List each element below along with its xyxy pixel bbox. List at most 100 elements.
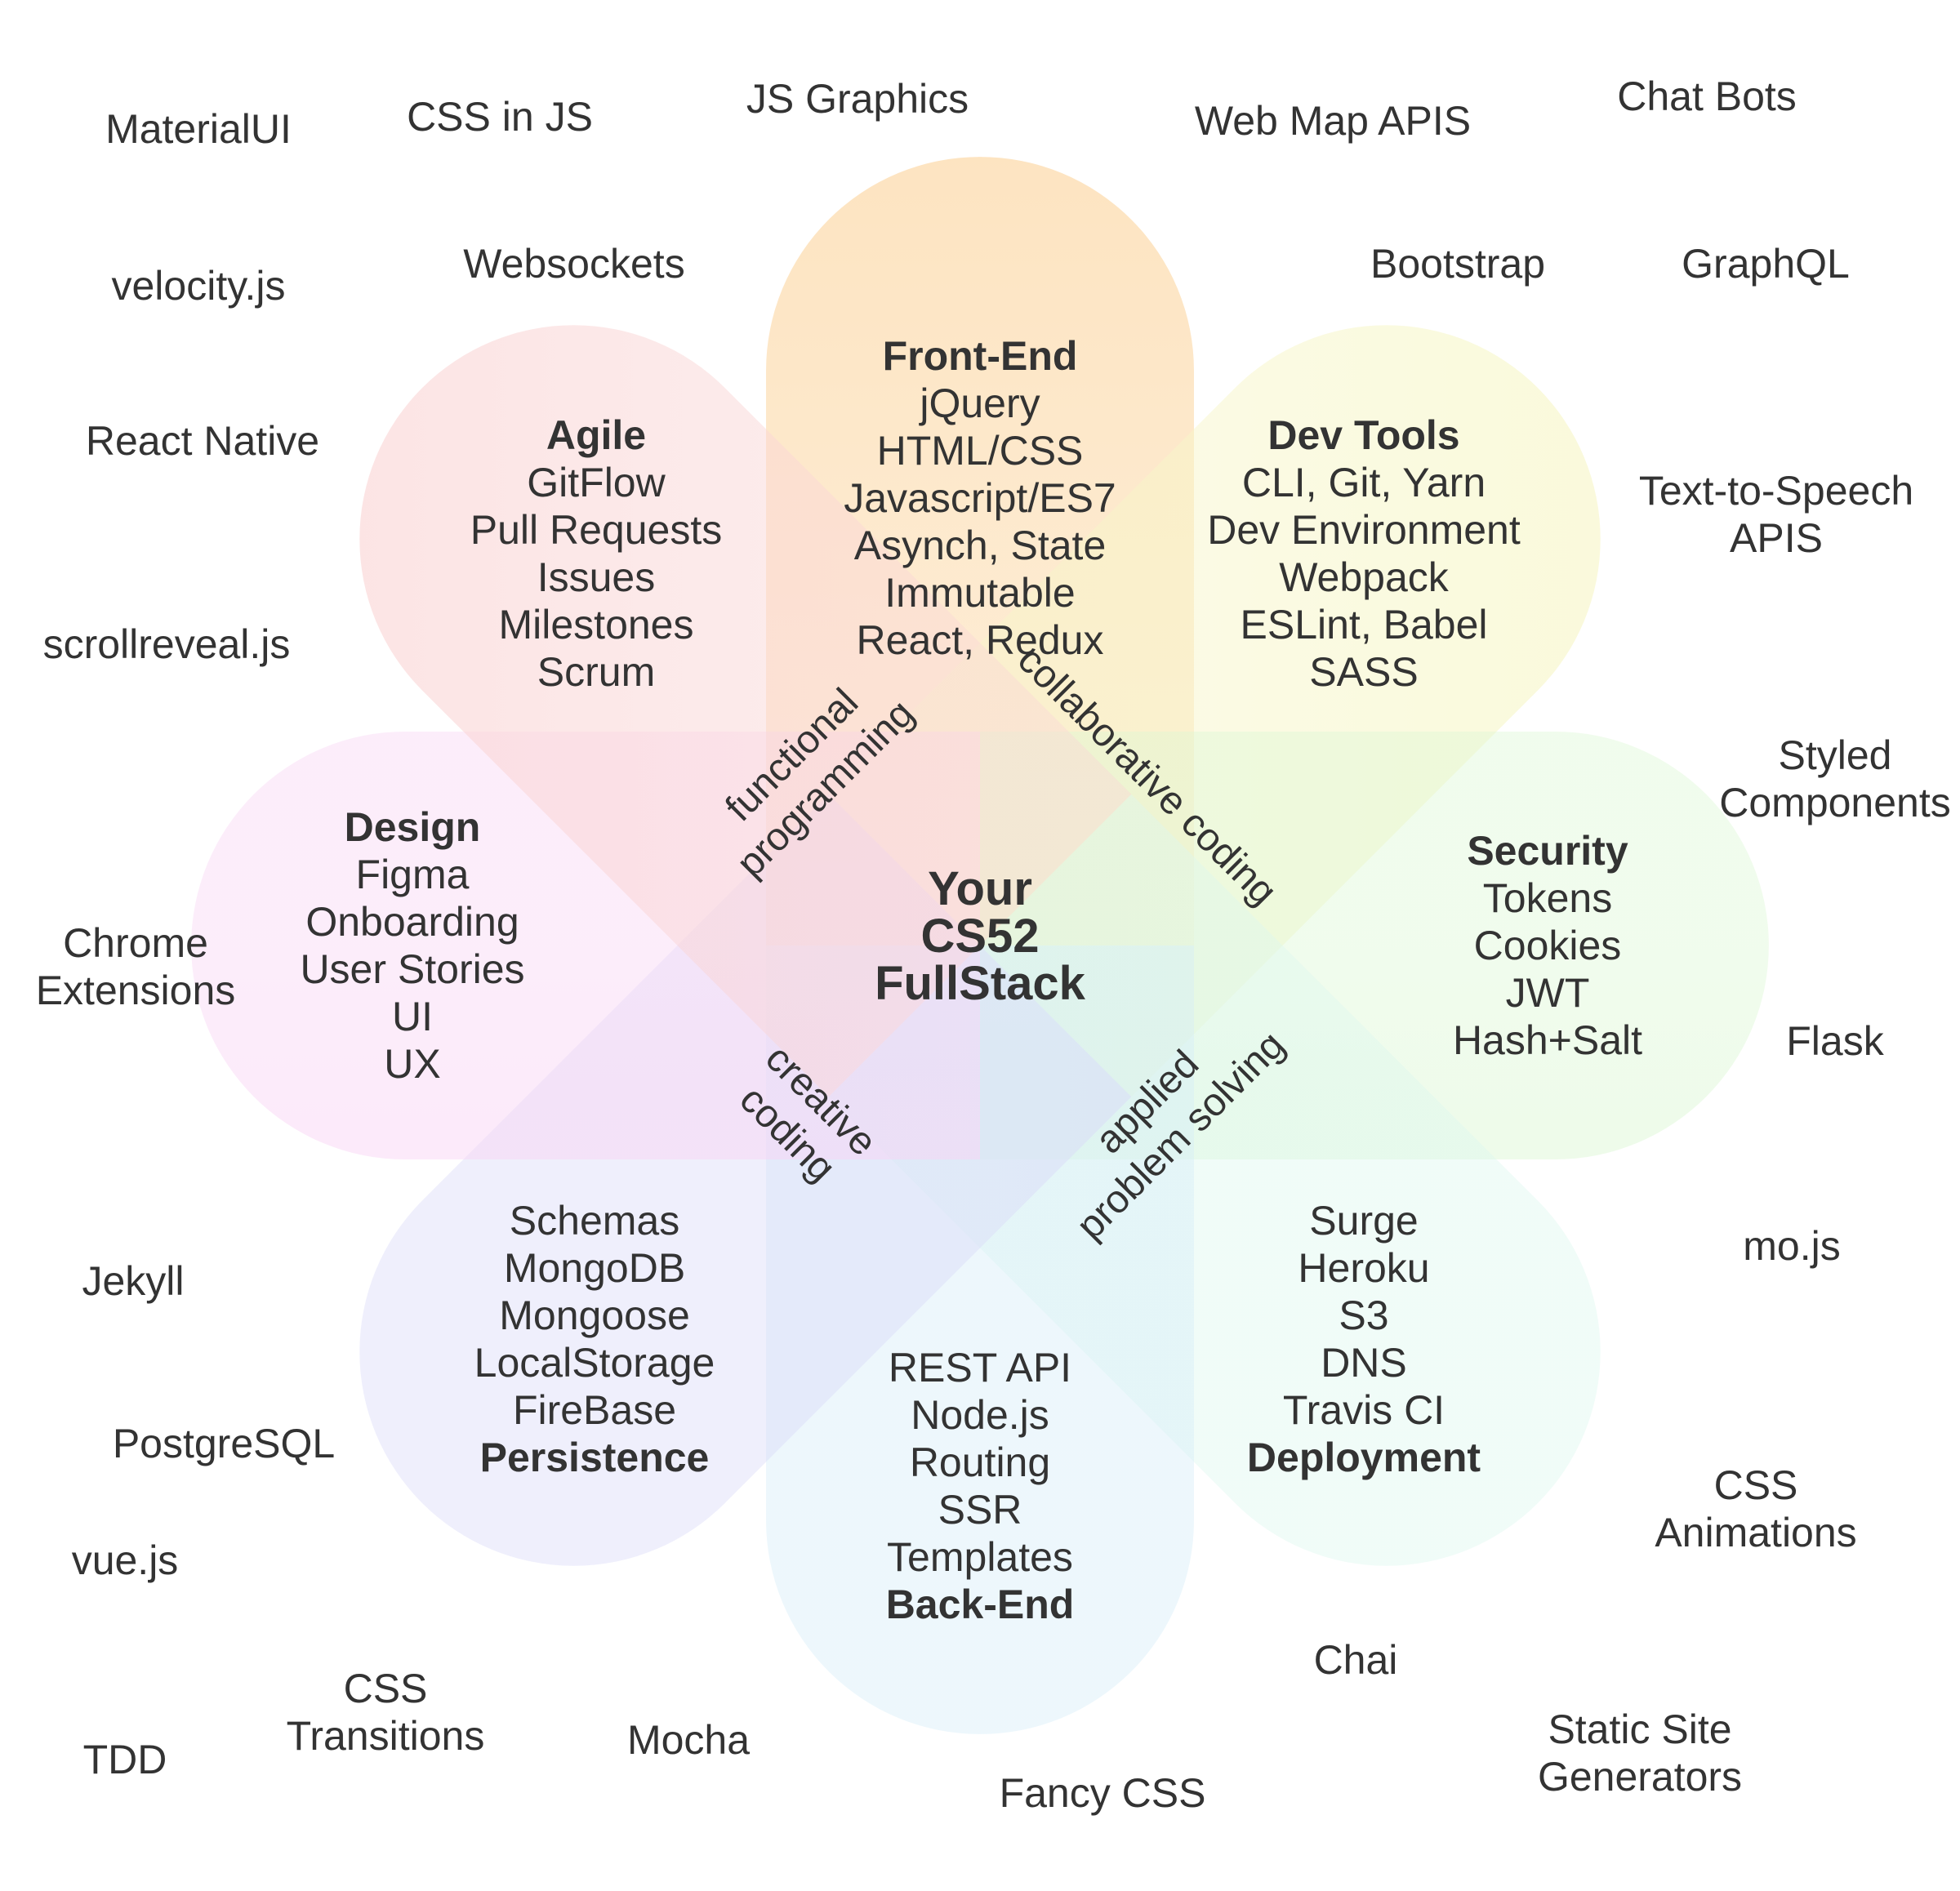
- topic-scrollreveal-js-line: scrollreveal.js: [43, 621, 291, 667]
- back-end-item: Node.js: [911, 1392, 1049, 1438]
- topic-web-map-apis-line: Web Map APIS: [1195, 98, 1471, 144]
- agile-item: Pull Requests: [470, 507, 723, 553]
- topic-fancy-css-line: Fancy CSS: [1000, 1770, 1206, 1816]
- topic-velocity-js: velocity.js: [111, 263, 285, 309]
- topic-velocity-js-line: velocity.js: [111, 263, 285, 309]
- petal-agile: [359, 325, 1132, 1097]
- persistence-title: Persistence: [480, 1435, 710, 1480]
- topic-css-animations: CSS Animations: [1655, 1462, 1856, 1555]
- topic-postgresql: PostgreSQL: [113, 1421, 335, 1466]
- persistence-item: FireBase: [513, 1387, 676, 1433]
- design-item: UX: [384, 1041, 440, 1087]
- center-title-line: Your: [928, 862, 1032, 915]
- topic-web-map-apis: Web Map APIS: [1195, 98, 1471, 144]
- topic-websockets-line: Websockets: [463, 241, 684, 287]
- back-end-item: SSR: [938, 1487, 1022, 1533]
- topic-materialui: MaterialUI: [105, 106, 292, 152]
- deployment-title: Deployment: [1247, 1435, 1481, 1480]
- topic-chat-bots-line: Chat Bots: [1617, 73, 1797, 119]
- persistence-item: MongoDB: [504, 1245, 685, 1291]
- petal-persistence-labels: SchemasMongoDBMongooseLocalStorageFireBa…: [474, 1198, 715, 1480]
- topic-styled-components-line: Styled: [1779, 732, 1892, 778]
- front-end-item: Javascript/ES7: [844, 475, 1116, 521]
- dev-tools-item: Dev Environment: [1207, 507, 1521, 553]
- dev-tools-item: ESLint, Babel: [1241, 602, 1488, 647]
- security-item: Cookies: [1474, 923, 1622, 968]
- topic-js-graphics: JS Graphics: [746, 76, 969, 122]
- front-end-title: Front-End: [883, 333, 1078, 379]
- deployment-item: DNS: [1321, 1340, 1407, 1386]
- design-item: Onboarding: [305, 899, 519, 945]
- topic-graphql-line: GraphQL: [1682, 241, 1850, 287]
- design-item: Figma: [356, 852, 470, 897]
- design-title: Design: [345, 804, 481, 850]
- back-end-item: Routing: [910, 1439, 1050, 1485]
- topic-flask: Flask: [1786, 1018, 1884, 1064]
- petal-layer: [191, 157, 1769, 1734]
- topic-css-transitions-line: Transitions: [287, 1713, 485, 1759]
- persistence-item: Mongoose: [499, 1293, 690, 1338]
- topic-fancy-css: Fancy CSS: [1000, 1770, 1206, 1816]
- deployment-item: Travis CI: [1283, 1387, 1445, 1433]
- topic-flask-line: Flask: [1786, 1018, 1884, 1064]
- topic-bootstrap-line: Bootstrap: [1370, 241, 1545, 287]
- petal-front-end-labels: Front-EndjQueryHTML/CSSJavascript/ES7Asy…: [844, 333, 1116, 663]
- deployment-item: Surge: [1309, 1198, 1418, 1244]
- topic-tdd: TDD: [83, 1737, 167, 1782]
- topic-text-to-speech-apis-line: APIS: [1730, 515, 1823, 561]
- topic-css-animations-line: CSS: [1714, 1462, 1798, 1508]
- topic-styled-components-line: Components: [1719, 780, 1951, 825]
- topic-js-graphics-line: JS Graphics: [746, 76, 969, 122]
- topic-scrollreveal-js: scrollreveal.js: [43, 621, 291, 667]
- security-item: Hash+Salt: [1453, 1017, 1642, 1063]
- front-end-item: HTML/CSS: [877, 428, 1084, 474]
- front-end-item: Immutable: [884, 570, 1075, 616]
- topic-static-site-generators-line: Static Site: [1548, 1706, 1731, 1752]
- topic-css-transitions: CSS Transitions: [287, 1666, 485, 1759]
- topic-postgresql-line: PostgreSQL: [113, 1421, 335, 1466]
- front-end-item: Asynch, State: [854, 523, 1107, 568]
- agile-item: Milestones: [499, 602, 694, 647]
- dev-tools-item: CLI, Git, Yarn: [1242, 460, 1486, 505]
- topic-chrome-extensions-line: Chrome: [63, 920, 208, 966]
- dev-tools-title: Dev Tools: [1267, 412, 1459, 458]
- front-end-item: React, Redux: [857, 617, 1104, 663]
- agile-title: Agile: [546, 412, 646, 458]
- topic-text-to-speech-apis: Text-to-Speech APIS: [1639, 468, 1913, 561]
- topic-react-native: React Native: [86, 418, 319, 464]
- design-item: UI: [392, 994, 433, 1039]
- topic-mo-js: mo.js: [1743, 1223, 1840, 1269]
- security-title: Security: [1467, 828, 1628, 874]
- back-end-item: Templates: [887, 1534, 1073, 1580]
- topic-bootstrap: Bootstrap: [1370, 241, 1545, 287]
- topic-websockets: Websockets: [463, 241, 684, 287]
- security-item: Tokens: [1483, 875, 1612, 921]
- front-end-item: jQuery: [918, 380, 1040, 426]
- dev-tools-item: Webpack: [1279, 554, 1450, 600]
- topic-react-native-line: React Native: [86, 418, 319, 464]
- topic-vue-js: vue.js: [72, 1537, 179, 1583]
- agile-item: Scrum: [537, 649, 655, 695]
- topic-css-in-js-line: CSS in JS: [407, 94, 593, 140]
- topic-static-site-generators-line: Generators: [1538, 1754, 1742, 1800]
- center-title-line: FullStack: [875, 957, 1086, 1010]
- topic-chat-bots: Chat Bots: [1617, 73, 1797, 119]
- topic-mocha-line: Mocha: [627, 1717, 750, 1763]
- topic-text-to-speech-apis-line: Text-to-Speech: [1639, 468, 1913, 514]
- topic-mocha: Mocha: [627, 1717, 750, 1763]
- topic-jekyll-line: Jekyll: [82, 1258, 184, 1304]
- back-end-title: Back-End: [886, 1582, 1075, 1627]
- topic-static-site-generators: Static Site Generators: [1538, 1706, 1742, 1800]
- center-title: Your CS52 FullStack: [875, 862, 1086, 1010]
- persistence-item: LocalStorage: [474, 1340, 715, 1386]
- topic-chrome-extensions-line: Extensions: [36, 968, 236, 1013]
- topic-css-animations-line: Animations: [1655, 1510, 1856, 1555]
- topic-styled-components: Styled Components: [1719, 732, 1951, 825]
- topic-chai-line: Chai: [1314, 1637, 1398, 1683]
- topic-materialui-line: MaterialUI: [105, 106, 292, 152]
